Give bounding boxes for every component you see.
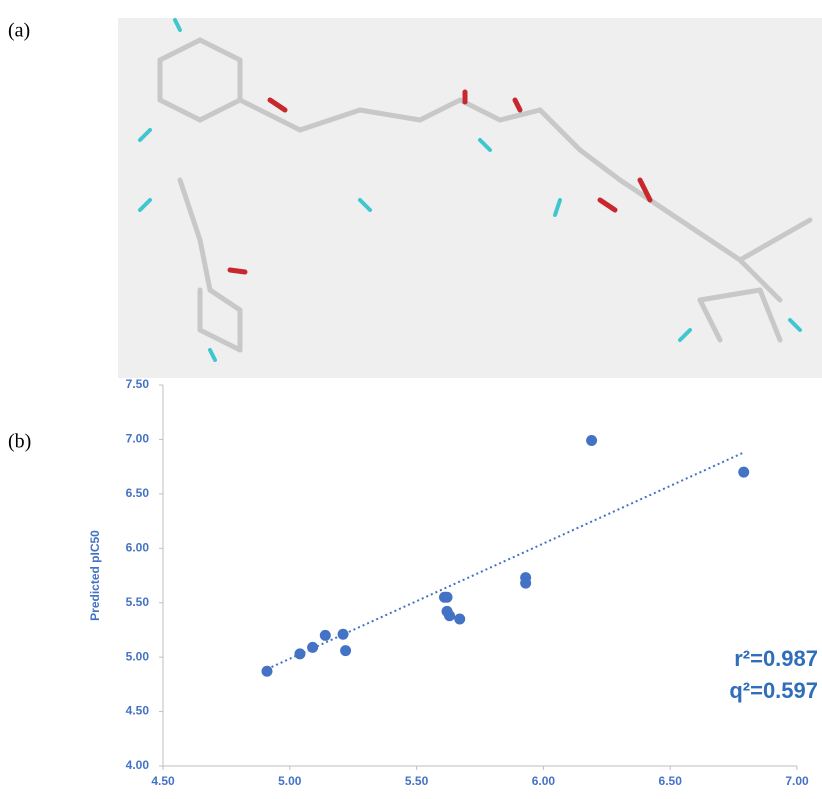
point bbox=[444, 610, 455, 621]
point bbox=[586, 435, 597, 446]
molecule-image bbox=[118, 18, 822, 378]
panel-label: (b) bbox=[8, 431, 31, 453]
x-tick-label: 6.50 bbox=[659, 774, 683, 788]
x-tick-label: 5.00 bbox=[278, 774, 302, 788]
point bbox=[307, 642, 318, 653]
x-tick-label: 5.50 bbox=[405, 774, 429, 788]
y-tick-label: 7.50 bbox=[126, 377, 150, 391]
point bbox=[261, 666, 272, 677]
y-tick-label: 6.50 bbox=[126, 486, 150, 500]
y-tick-label: 6.00 bbox=[126, 540, 150, 554]
y-tick-label: 7.00 bbox=[126, 432, 150, 446]
annotation: q²=0.597 bbox=[729, 678, 818, 703]
point bbox=[294, 648, 305, 659]
x-tick-label: 7.00 bbox=[785, 774, 809, 788]
figure: (a) (b) 4.004.505.005.506.006.507.007.50… bbox=[0, 0, 822, 794]
point bbox=[338, 629, 349, 640]
x-tick-label: 4.50 bbox=[151, 774, 175, 788]
point bbox=[320, 630, 331, 641]
point bbox=[442, 592, 453, 603]
y-tick-label: 5.50 bbox=[126, 595, 150, 609]
point bbox=[738, 467, 749, 478]
y-axis-label: Predicted pIC50 bbox=[88, 530, 102, 621]
x-tick-label: 6.00 bbox=[532, 774, 556, 788]
point bbox=[520, 578, 531, 589]
point bbox=[340, 645, 351, 656]
y-tick-label: 4.50 bbox=[126, 704, 150, 718]
y-tick-label: 4.00 bbox=[126, 758, 150, 772]
panel-label: (a) bbox=[8, 20, 30, 42]
point bbox=[454, 614, 465, 625]
annotation: r²=0.987 bbox=[734, 646, 818, 671]
y-tick-label: 5.00 bbox=[126, 649, 150, 663]
